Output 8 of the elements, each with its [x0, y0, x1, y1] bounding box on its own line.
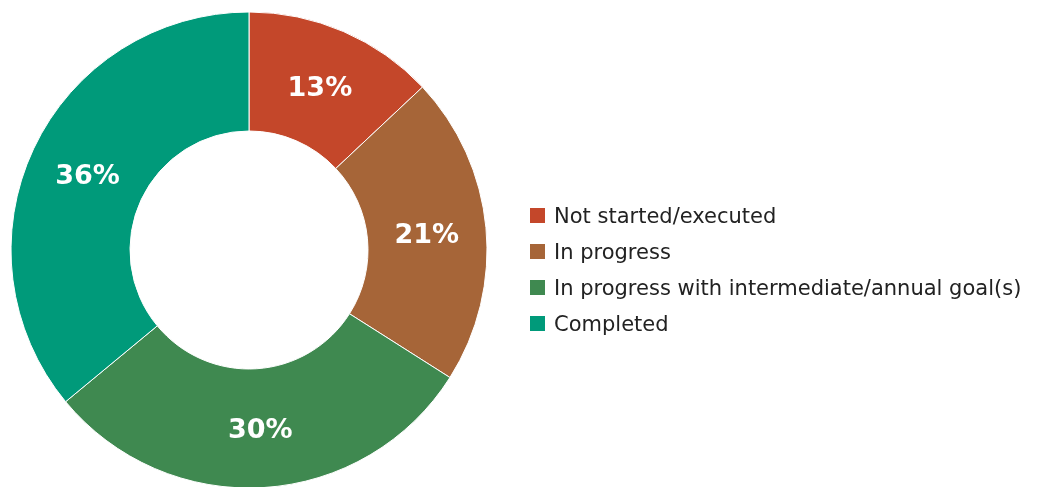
- legend-label: In progress with intermediate/annual goal(s): [554, 276, 1022, 300]
- data-label: 13%: [287, 70, 353, 102]
- data-label: 36%: [55, 158, 120, 190]
- legend-label: Completed: [554, 312, 669, 336]
- legend-label: In progress: [554, 240, 671, 264]
- legend-label: Not started/executed: [554, 204, 777, 228]
- data-label: 21%: [394, 217, 460, 249]
- data-label: 30%: [227, 412, 293, 444]
